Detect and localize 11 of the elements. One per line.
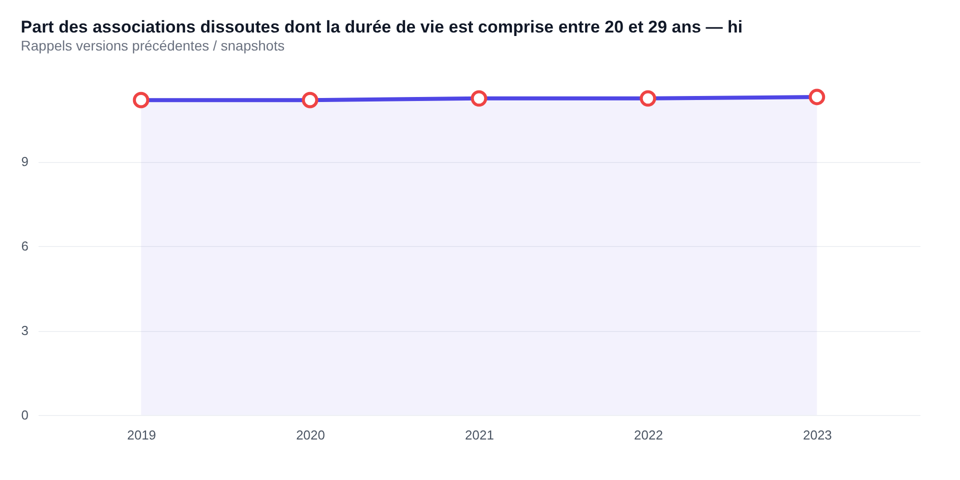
y-tick-label: 0 bbox=[21, 408, 28, 422]
x-tick-label: 2021 bbox=[465, 428, 494, 442]
y-tick-label: 9 bbox=[21, 154, 28, 170]
x-tick-label: 2019 bbox=[127, 428, 156, 442]
chart-subtitle: Rappels versions précédentes / snapshots bbox=[20, 37, 285, 54]
x-tick-label: 2020 bbox=[296, 428, 325, 442]
x-tick-label: 2023 bbox=[802, 428, 832, 442]
y-tick-label: 6 bbox=[21, 238, 28, 254]
y-tick-label: 3 bbox=[21, 323, 28, 338]
chart-title: Part des associations dissoutes dont la durée de vie est comprise entre 20 et 29 ans — hi bbox=[20, 17, 743, 36]
x-tick-label: 2022 bbox=[634, 428, 663, 442]
